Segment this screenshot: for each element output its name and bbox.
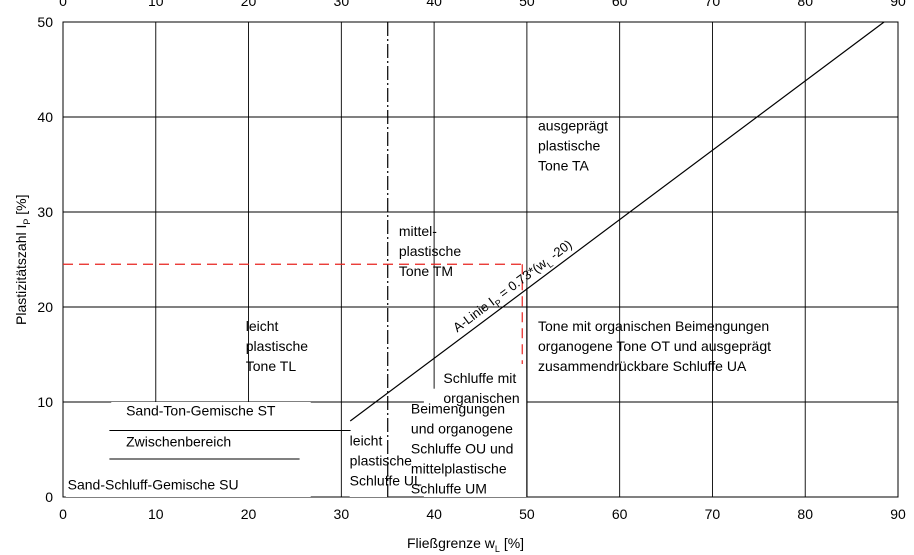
- x-tick-label: 60: [612, 506, 628, 522]
- x-tick-label-top: 0: [59, 0, 67, 9]
- region-label-ot: organogene Tone OT und ausgeprägt: [538, 338, 771, 354]
- x-tick-label: 10: [148, 506, 164, 522]
- x-tick-label: 70: [705, 506, 721, 522]
- x-tick-label-top: 50: [519, 0, 535, 9]
- y-axis-label-part: Plastizitätszahl I: [13, 225, 29, 325]
- region-label-ul: plastische: [350, 453, 412, 469]
- region-label-ou2: und organogene: [411, 420, 513, 436]
- x-tick-label: 80: [797, 506, 813, 522]
- region-label-zw: Zwischenbereich: [126, 434, 231, 450]
- x-tick-label: 40: [426, 506, 442, 522]
- region-label-ta: ausgeprägt: [538, 117, 608, 133]
- x-axis-label-part: Fließgrenze w: [407, 535, 496, 551]
- x-tick-label: 50: [519, 506, 535, 522]
- a-line-label-part: P: [493, 297, 504, 309]
- region-label-tm: mittel-: [399, 223, 437, 239]
- y-tick-label: 50: [37, 14, 53, 30]
- x-tick-label-top: 30: [334, 0, 350, 9]
- a-line-label-part: L: [545, 259, 555, 270]
- x-tick-label-top: 90: [890, 0, 906, 9]
- x-tick-label-top: 40: [426, 0, 442, 9]
- y-axis-label-part: [%]: [13, 194, 29, 218]
- x-tick-label-top: 20: [241, 0, 257, 9]
- region-label-ul: leicht: [350, 433, 383, 449]
- region-label-tl: plastische: [246, 338, 308, 354]
- x-axis-label: Fließgrenze wL [%]: [407, 535, 524, 554]
- region-label-su: Sand-Schluff-Gemische SU: [68, 476, 239, 492]
- y-axis-label: Plastizitätszahl IP [%]: [13, 194, 32, 325]
- y-tick-label: 20: [37, 299, 53, 315]
- y-axis-label-part: P: [22, 219, 32, 225]
- mask-ul: [349, 430, 388, 497]
- region-label-ou: organischen: [443, 390, 519, 406]
- region-label-ou2: Schluffe OU und: [411, 440, 513, 456]
- y-tick-label: 0: [45, 489, 53, 505]
- x-tick-label: 30: [334, 506, 350, 522]
- x-tick-label-top: 60: [612, 0, 628, 9]
- region-label-st: Sand-Ton-Gemische ST: [126, 402, 276, 418]
- x-axis-label-part: L: [495, 544, 500, 554]
- x-tick-label-top: 70: [705, 0, 721, 9]
- x-tick-label-top: 10: [148, 0, 164, 9]
- region-label-ta: plastische: [538, 137, 600, 153]
- region-label-ou2: Beimengungen: [411, 400, 505, 416]
- region-label-ou: Schluffe mit: [443, 370, 516, 386]
- x-tick-label-top: 80: [797, 0, 813, 9]
- mask-su: [65, 459, 305, 497]
- region-label-tm: plastische: [399, 243, 461, 259]
- region-label-ot: zusammendrückbare Schluffe UA: [538, 358, 747, 374]
- y-tick-label: 10: [37, 394, 53, 410]
- region-label-ta: Tone TA: [538, 157, 590, 173]
- x-tick-label: 90: [890, 506, 906, 522]
- y-tick-label: 30: [37, 204, 53, 220]
- region-label-ou2: Schluffe UM: [411, 480, 487, 496]
- x-axis-label-part: [%]: [500, 535, 524, 551]
- region-label-tl: leicht: [246, 318, 279, 334]
- region-label-tm: Tone TM: [399, 263, 453, 279]
- region-label-tl: Tone TL: [246, 358, 297, 374]
- region-label-ou2: mittelplastische: [411, 460, 507, 476]
- x-tick-label: 20: [241, 506, 257, 522]
- y-tick-label: 40: [37, 109, 53, 125]
- x-tick-label: 0: [59, 506, 67, 522]
- region-label-ul: Schluffe UL: [350, 473, 422, 489]
- region-label-ot: Tone mit organischen Beimengungen: [538, 318, 769, 334]
- a-line: [349, 21, 885, 422]
- mask-ou-top: [440, 368, 527, 389]
- mask-ou: [423, 388, 527, 497]
